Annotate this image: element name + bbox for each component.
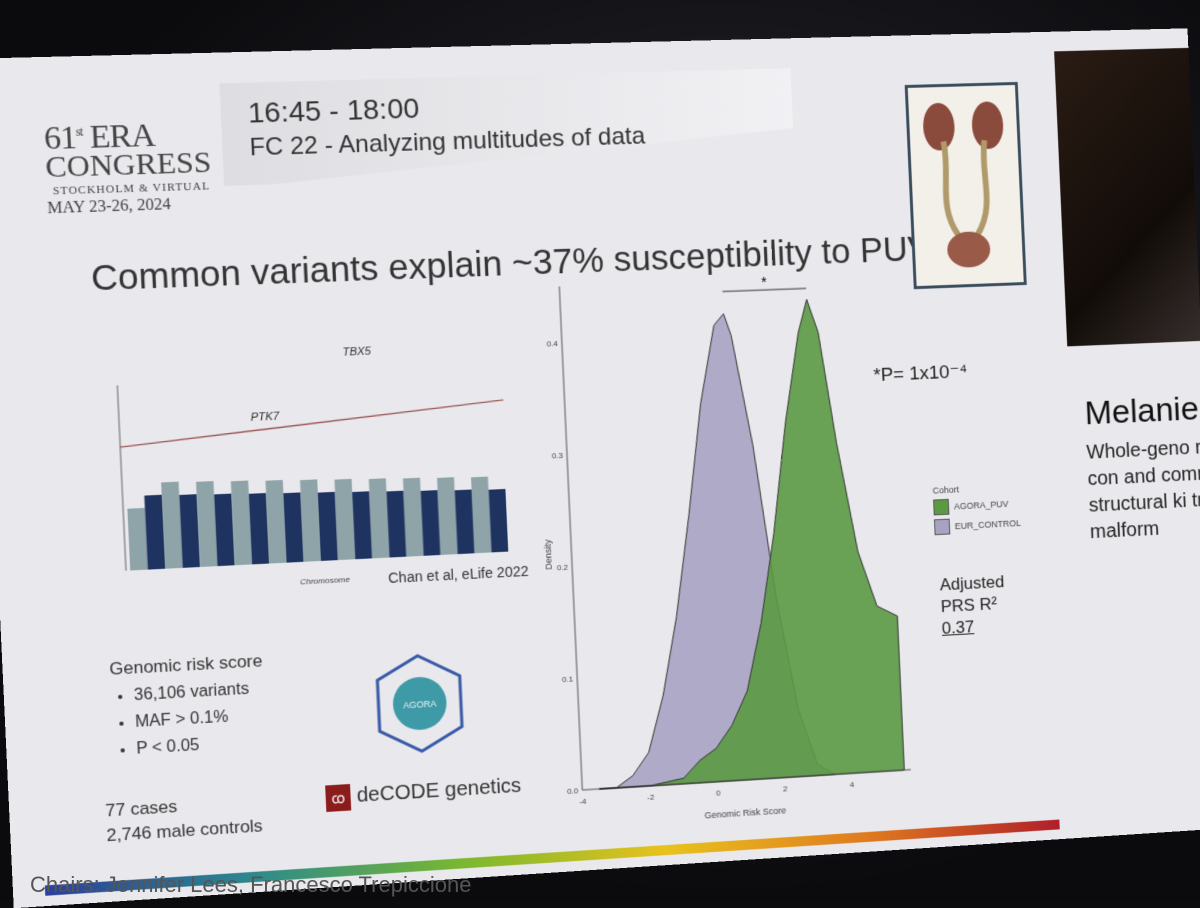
chromosome-band	[455, 490, 475, 555]
y-tick-label: 0.0	[567, 786, 579, 796]
decode-mark-icon: ꭃ	[325, 784, 351, 812]
x-tick-label: 0	[716, 789, 721, 798]
y-tick-label: 0.1	[562, 674, 574, 684]
chart-legend: Cohort AGORA_PUV EUR_CONTROL	[932, 482, 1021, 536]
legend-swatch	[934, 519, 950, 536]
y-tick-label: 0.3	[551, 451, 563, 460]
presentation-slide: 61st ERA CONGRESS STOCKHOLM & VIRTUAL MA…	[0, 28, 1200, 908]
p-value-text: *P= 1x10⁻⁴	[873, 360, 968, 387]
edition-suffix: st	[75, 125, 82, 140]
agora-logo: AGORA	[360, 645, 478, 763]
cases-block: 77 cases 2,746 male controls	[105, 789, 263, 848]
chart-xlabel: Genomic Risk Score	[704, 805, 786, 820]
gene-label-tbx5: TBX5	[342, 346, 372, 359]
legend-title: Cohort	[932, 482, 1019, 496]
chromosome-band	[403, 478, 424, 557]
x-tick-label: 2	[783, 784, 788, 793]
legend-item-control: EUR_CONTROL	[934, 515, 1021, 535]
chromosome-band	[127, 508, 147, 571]
congress-name-2: CONGRESS	[45, 145, 212, 185]
urinary-tract-illustration	[905, 82, 1027, 289]
chromosome-band	[249, 493, 270, 564]
prs-label: PRS R²	[940, 593, 1005, 618]
chromosome-band	[144, 495, 165, 570]
legend-label: EUR_CONTROL	[955, 518, 1022, 531]
chromosome-band	[489, 489, 509, 552]
risk-title: Genomic risk score	[109, 651, 263, 680]
chromosome-band	[369, 478, 390, 558]
x-tick-label: -4	[579, 797, 587, 806]
manhattan-plot: PTK7 TBX5 Chromosome	[73, 339, 521, 604]
x-tick-label: -2	[647, 793, 655, 802]
session-chairs: Chairs: Jennifer Lees, Francesco Trepicc…	[30, 872, 471, 898]
chromosome-band	[386, 491, 406, 558]
adjusted-prs-block: Adjusted PRS R² 0.37	[939, 571, 1006, 640]
decode-text: deCODE genetics	[356, 775, 521, 807]
gene-label-ptk7: PTK7	[250, 411, 280, 424]
era-congress-logo: 61st ERA CONGRESS STOCKHOLM & VIRTUAL MA…	[43, 114, 228, 233]
risk-score-block: Genomic risk score 36,106 variants MAF >…	[109, 651, 267, 764]
decode-logo: ꭃ deCODE genetics	[325, 774, 522, 812]
legend-label: AGORA_PUV	[954, 499, 1009, 512]
speaker-name: Melanie	[1084, 390, 1200, 433]
legend-item-agora: AGORA_PUV	[933, 495, 1020, 515]
significance-star: *	[761, 275, 768, 291]
y-tick-label: 0.2	[557, 563, 569, 573]
speaker-photo	[1054, 47, 1200, 346]
manhattan-xlabel: Chromosome	[300, 575, 351, 587]
chromosome-band	[179, 494, 200, 568]
chromosome-band	[318, 492, 338, 561]
agora-text: AGORA	[403, 699, 438, 711]
y-tick-label: 0.4	[546, 339, 558, 348]
significance-line	[119, 400, 505, 447]
chromosome-band	[471, 477, 491, 554]
congress-dates: MAY 23-26, 2024	[47, 196, 171, 219]
chromosome-band	[421, 490, 441, 556]
chromosome-band	[437, 477, 458, 555]
density-chart: Density Genomic Risk Score 0.0 0.1 0.2 0.3 0…	[528, 254, 923, 832]
prs-value: 0.37	[941, 615, 1006, 640]
chart-ylabel: Density	[543, 539, 554, 570]
chromosome-band	[352, 491, 372, 559]
x-tick-label: 4	[849, 780, 854, 789]
session-time: 16:45 - 18:00	[247, 92, 420, 129]
legend-swatch	[933, 499, 949, 516]
speaker-talk-title: Whole-geno reveals con and commo structu…	[1086, 431, 1200, 546]
chromosome-band	[283, 492, 303, 562]
chromosome-band	[214, 494, 235, 567]
